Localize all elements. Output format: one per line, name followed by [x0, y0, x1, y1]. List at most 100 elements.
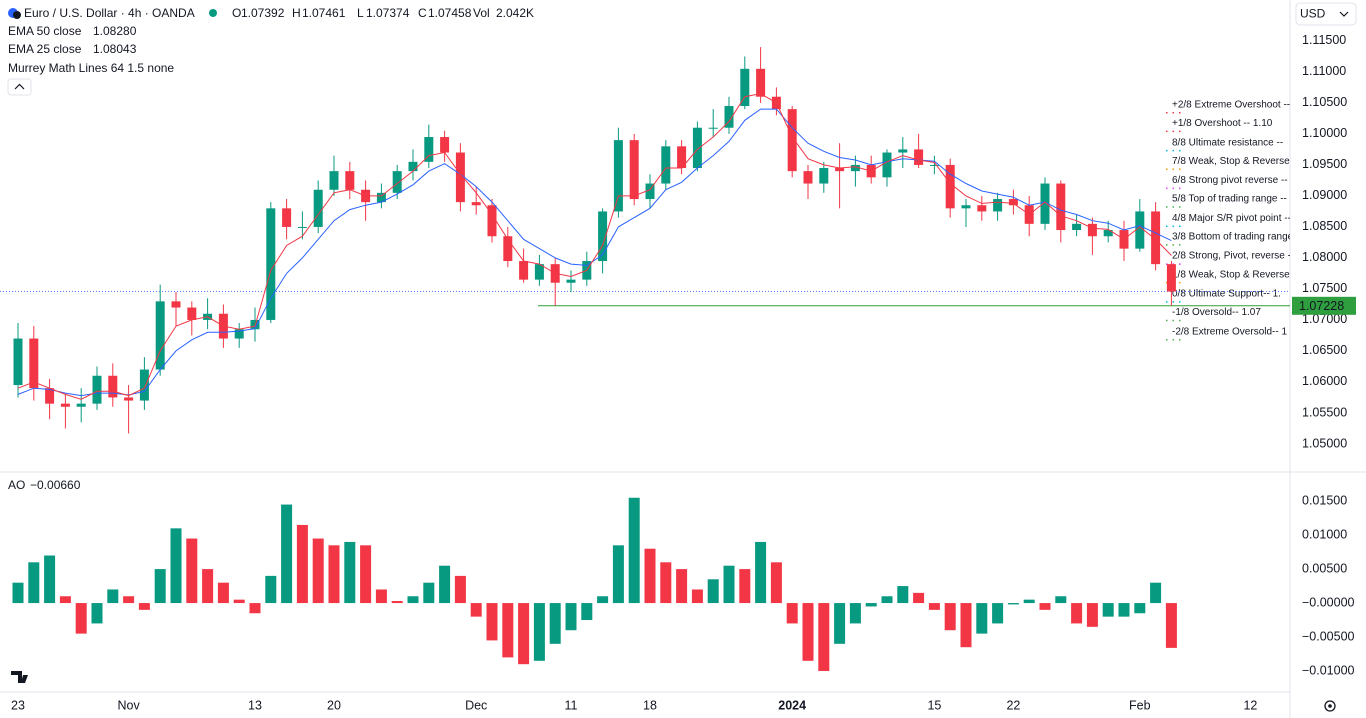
x-tick-label: 20: [327, 698, 341, 712]
ao-bar: [881, 596, 893, 604]
ao-bar: [533, 603, 545, 661]
ao-bar: [1102, 603, 1114, 617]
ao-bar: [786, 603, 798, 624]
settings-icon[interactable]: [1324, 700, 1336, 712]
quote: O 1.07392 H 1.07461 L 1.07374 C 1.07458 Vol 2.042…: [232, 6, 534, 20]
ao-bar: [375, 589, 387, 604]
x-tick-label: 15: [927, 698, 941, 712]
ao-bar: [170, 528, 182, 604]
murrey-label: 3/8 Bottom of trading range -: [1172, 232, 1299, 243]
candle-body: [297, 226, 307, 228]
symbol-icon: [13, 11, 21, 19]
candle-body: [740, 68, 750, 107]
ao-bar: [186, 538, 198, 604]
ao-bar: [486, 603, 498, 641]
candle-body: [440, 137, 450, 153]
candle-body: [1103, 230, 1113, 237]
ao-bar: [913, 592, 925, 604]
y-tick-label: 1.09000: [1302, 188, 1347, 202]
currency-label[interactable]: USD: [1300, 7, 1326, 21]
candle-body: [471, 202, 481, 206]
ao-bar: [107, 589, 119, 604]
symbol-title[interactable]: Euro / U.S. Dollar · 4h · OANDA: [24, 6, 195, 20]
candle-body: [45, 388, 55, 404]
settings-icon: [1328, 704, 1332, 708]
legend-value: 1.08043: [93, 42, 137, 56]
murrey-label: 6/8 Strong pivot reverse --: [1172, 175, 1288, 186]
ao-bar: [344, 541, 356, 604]
y-tick-label: 1.06500: [1302, 343, 1347, 357]
currency-selector[interactable]: [1295, 2, 1357, 26]
murrey-label: 2/8 Strong, Pivot, reverse --: [1172, 251, 1294, 262]
ao-bar: [1134, 603, 1146, 614]
ao-bar: [360, 545, 372, 604]
x-tick-label: 13: [248, 698, 262, 712]
candle-body: [455, 152, 465, 203]
ao-bar: [802, 603, 814, 661]
legend-value: 1.08280: [93, 24, 137, 38]
ao-bar: [897, 586, 909, 604]
candle-body: [329, 171, 339, 190]
candle-body: [392, 171, 402, 193]
ao-bar: [723, 565, 735, 604]
ao-bar: [391, 601, 403, 604]
quote-label: Vol: [473, 6, 490, 20]
candle-body: [835, 168, 845, 172]
ema-line: [17, 108, 1172, 397]
y-tick-label: 1.11000: [1302, 64, 1346, 78]
quote-label: O: [232, 6, 241, 20]
ao-bar: [502, 603, 514, 658]
murrey-label: +2/8 Extreme Overshoot --: [1172, 99, 1290, 110]
candle-body: [155, 301, 165, 370]
candle-body: [108, 375, 118, 398]
candle-body: [914, 149, 924, 165]
candle-body: [977, 205, 987, 212]
murrey-label: 8/8 Ultimate resistance --: [1172, 137, 1283, 148]
candle-body: [266, 208, 276, 320]
candle-body: [60, 403, 70, 407]
ao-bar: [75, 603, 87, 634]
candle-body: [234, 329, 244, 339]
y-tick-label: 0.01500: [1302, 493, 1347, 507]
ao-bar: [676, 569, 688, 604]
candle-body: [929, 164, 939, 166]
candle-body: [282, 208, 292, 227]
ao-bar: [849, 603, 861, 624]
candle-body: [519, 261, 529, 280]
y-tick-label: 1.07500: [1302, 281, 1347, 295]
quote-value: 1.07458: [428, 6, 472, 20]
y-tick-label: 0.01000: [1302, 527, 1347, 541]
market-status: [209, 9, 217, 17]
ao-bar: [691, 589, 703, 604]
quote-value: 1.07374: [366, 6, 410, 20]
ao-bar: [865, 603, 877, 607]
ao-bar: [123, 596, 135, 604]
ao-bar: [1150, 582, 1162, 604]
candle-body: [171, 301, 181, 308]
candle-body: [1087, 223, 1097, 237]
x-tick-label: 11: [565, 698, 578, 712]
y-tick-label: −0.00500: [1302, 629, 1355, 643]
candle-body: [756, 68, 766, 97]
candle-body: [92, 375, 102, 404]
ao-bar: [59, 596, 71, 604]
ao-bar: [1055, 596, 1067, 604]
candle-body: [139, 369, 149, 401]
ao-bar: [454, 575, 466, 604]
x-tick-label: 23: [11, 698, 25, 712]
support-price-label: 1.07228: [1299, 299, 1344, 313]
candle-body: [424, 137, 434, 162]
ao-bar: [1071, 603, 1083, 624]
ao-bar: [265, 575, 277, 604]
ao-bar: [217, 582, 229, 604]
plot-area: +2/8 Extreme Overshoot -- +1/8 Overshoot …: [0, 47, 1299, 434]
candle-body: [1151, 211, 1161, 265]
collapse-button[interactable]: [7, 78, 32, 96]
y-tick-label: 0.00500: [1302, 561, 1347, 575]
quote-value: 1.07461: [302, 6, 346, 20]
candle-body: [1056, 183, 1066, 231]
ao-bar: [628, 497, 640, 604]
y-tick-label: −0.00000: [1302, 595, 1355, 609]
candle-body: [724, 106, 734, 128]
